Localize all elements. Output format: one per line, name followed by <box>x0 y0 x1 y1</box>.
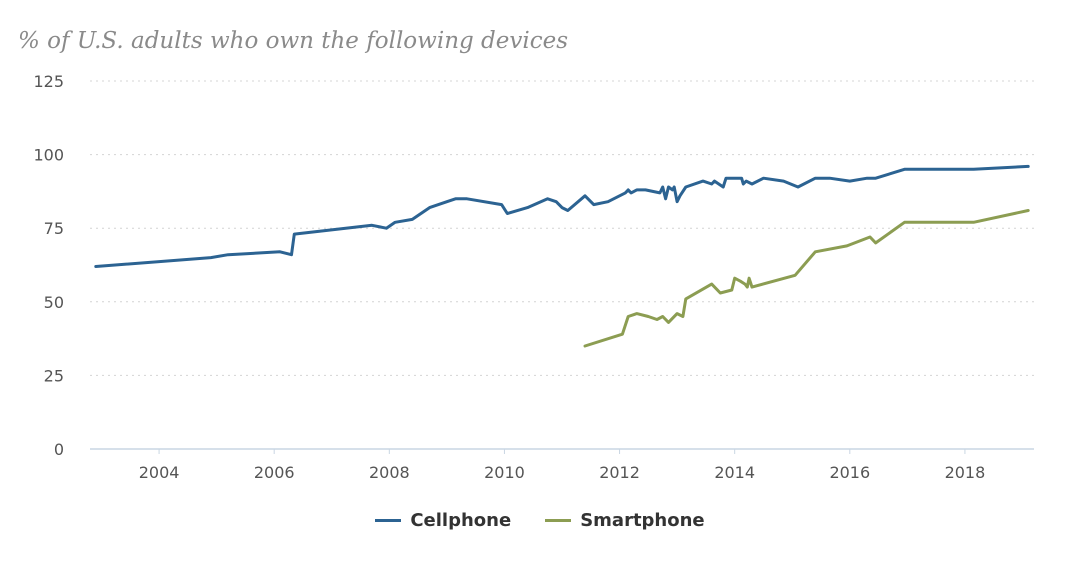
x-tick-label-2010: 2010 <box>484 463 525 482</box>
y-tick-label-25: 25 <box>44 366 64 385</box>
x-tick-label-2006: 2006 <box>254 463 295 482</box>
gridlines <box>90 80 1034 376</box>
x-axis-ticks: 2004 2006 2008 2010 2012 2014 2016 2018 <box>139 449 986 482</box>
y-tick-label-50: 50 <box>44 293 64 312</box>
y-tick-label-75: 75 <box>44 219 64 238</box>
series-lines <box>94 164 1030 348</box>
legend-item-cellphone: Cellphone <box>375 510 511 531</box>
legend-label-smartphone: Smartphone <box>580 510 705 531</box>
legend: Cellphone Smartphone <box>0 510 1080 531</box>
x-tick-label-2012: 2012 <box>599 463 640 482</box>
legend-swatch-smartphone <box>545 519 572 522</box>
legend-swatch-cellphone <box>375 519 402 522</box>
series-line-smartphone <box>583 209 1030 348</box>
legend-label-cellphone: Cellphone <box>410 510 512 531</box>
x-tick-label-2004: 2004 <box>139 463 180 482</box>
x-tick-label-2016: 2016 <box>829 463 870 482</box>
chart-title: % of U.S. adults who own the following d… <box>18 28 569 54</box>
legend-item-smartphone: Smartphone <box>545 510 705 531</box>
x-tick-label-2008: 2008 <box>369 463 410 482</box>
y-tick-label-125: 125 <box>33 72 64 91</box>
y-tick-label-100: 100 <box>33 146 64 165</box>
x-tick-label-2014: 2014 <box>714 463 755 482</box>
y-axis-ticks: 0 25 50 75 100 125 <box>33 72 64 459</box>
x-tick-label-2018: 2018 <box>945 463 986 482</box>
y-tick-label-0: 0 <box>54 440 64 459</box>
series-line-cellphone <box>94 164 1030 268</box>
